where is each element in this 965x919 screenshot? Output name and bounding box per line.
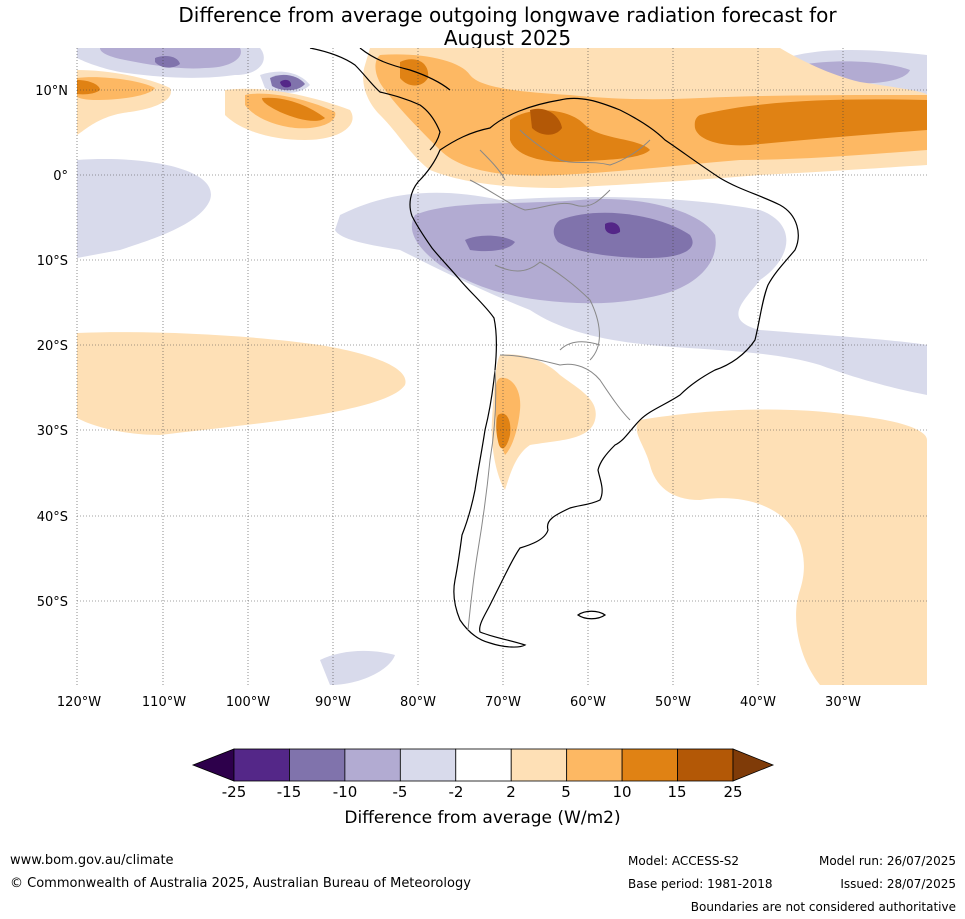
colorbar-tick: 15: [667, 783, 687, 801]
colorbar-swatch: [510, 748, 568, 782]
colorbar-swatch: [399, 748, 457, 782]
colorbar-extend-high: [732, 748, 775, 782]
colorbar-swatch: [621, 748, 678, 782]
colorbar-swatch: [677, 748, 734, 782]
colorbar-swatch: [455, 748, 512, 782]
country-border: [467, 369, 497, 631]
colorbar-tick: 2: [506, 783, 516, 801]
colorbar-tick: -10: [332, 783, 358, 801]
country-border: [494, 261, 600, 361]
country-borders: [467, 129, 651, 631]
lon-label: 80°W: [400, 695, 436, 710]
lat-label: 40°S: [37, 510, 68, 525]
lat-label: 50°S: [37, 595, 68, 610]
lon-label: 70°W: [485, 695, 521, 710]
colorbar-swatch: [289, 748, 346, 782]
coastlines: [309, 48, 799, 648]
lat-label: 10°N: [35, 84, 68, 99]
colorbar-title: Difference from average (W/m2): [344, 808, 621, 828]
country-border: [469, 179, 611, 211]
positive-anomaly-region: [77, 77, 155, 100]
lon-label: 60°W: [570, 695, 606, 710]
negative-anomaly-region: [465, 235, 515, 252]
positive-anomaly-region: [496, 413, 511, 449]
colorbar-swatch: [344, 748, 401, 782]
anomaly-shading: [77, 48, 927, 685]
colorbar-tick: 10: [612, 783, 632, 801]
lon-label: 50°W: [655, 695, 691, 710]
colorbar-tick: 25: [723, 783, 743, 801]
negative-anomaly-region: [320, 650, 395, 685]
negative-anomaly-region: [605, 222, 621, 235]
lat-label: 30°S: [37, 424, 68, 439]
caribbean-coastline: [359, 48, 451, 91]
colorbar-tick: 5: [561, 783, 571, 801]
negative-anomaly-region: [77, 159, 211, 258]
copyright-notice: © Commonwealth of Australia 2025, Austra…: [10, 876, 471, 891]
negative-anomaly-region: [155, 56, 180, 68]
colorbar-extend-low: [191, 748, 235, 782]
colorbar-tick: -15: [276, 783, 302, 801]
boundaries-disclaimer: Boundaries are not considered authoritat…: [690, 900, 956, 914]
colorbar-swatch: [566, 748, 623, 782]
positive-anomaly-region: [77, 332, 406, 435]
map-title: Difference from average outgoing longwav…: [0, 4, 965, 50]
colorbar-tick: -5: [392, 783, 408, 801]
graticule: [76, 48, 927, 685]
lat-label: 10°S: [37, 254, 68, 269]
colorbar-tick: -25: [221, 783, 247, 801]
colorbar-swatch: [233, 748, 290, 782]
lon-label: 40°W: [740, 695, 776, 710]
model-run-date: Model run: 26/07/2025: [818, 854, 956, 868]
lon-label: 90°W: [315, 695, 351, 710]
positive-anomaly-region: [491, 354, 596, 490]
title-line-2: August 2025: [443, 26, 572, 50]
south-america-coastline: [409, 97, 799, 648]
lon-label: 100°W: [226, 695, 270, 710]
lat-label: 0°: [53, 169, 68, 184]
lon-label: 120°W: [57, 695, 101, 710]
colorbar: [191, 748, 775, 782]
negative-anomaly-region: [280, 79, 292, 88]
country-border: [479, 149, 506, 181]
lon-label: 110°W: [142, 695, 186, 710]
latitude-labels: 10°N 0° 10°S 20°S 30°S 40°S 50°S: [35, 84, 68, 610]
title-line-1: Difference from average outgoing longwav…: [178, 3, 837, 27]
positive-anomaly-region: [77, 80, 100, 95]
positive-anomaly-region: [262, 97, 325, 121]
negative-anomaly-region: [553, 212, 693, 258]
longitude-labels: 120°W 110°W 100°W 90°W 80°W 70°W 60°W 50…: [57, 695, 861, 710]
country-border: [519, 129, 651, 166]
central-america-coastline: [309, 48, 441, 151]
positive-anomaly-region: [694, 99, 927, 146]
positive-anomaly-region: [530, 108, 562, 135]
base-period: Base period: 1981-2018: [628, 877, 773, 891]
website-url[interactable]: www.bom.gov.au/climate: [10, 853, 174, 868]
lat-label: 20°S: [37, 339, 68, 354]
issued-date: Issued: 28/07/2025: [840, 877, 956, 891]
country-border: [559, 341, 601, 351]
country-border: [499, 354, 631, 421]
positive-anomaly-region: [400, 59, 429, 86]
positive-anomaly-region: [636, 409, 927, 685]
falkland-islands: [576, 610, 607, 620]
model-name: Model: ACCESS-S2: [628, 854, 740, 868]
lon-label: 30°W: [825, 695, 861, 710]
colorbar-tick: -2: [448, 783, 464, 801]
